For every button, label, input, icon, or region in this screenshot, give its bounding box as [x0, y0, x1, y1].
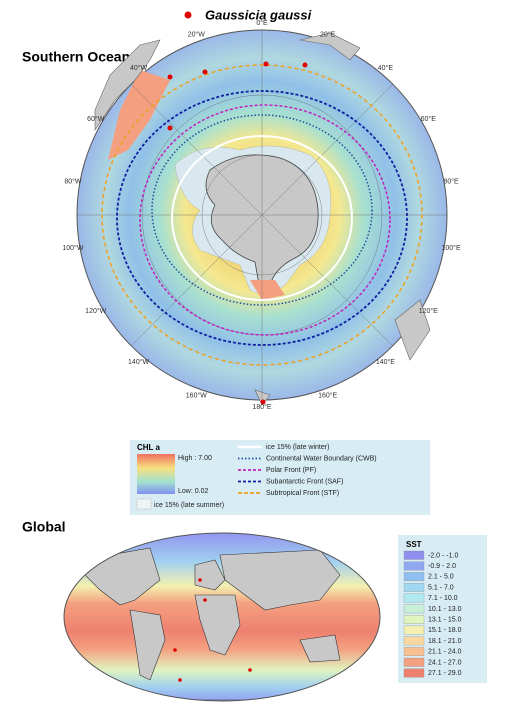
chl-low: Low: 0.02 [178, 488, 208, 495]
longitude-label: 80°W [64, 178, 82, 186]
sst-swatch [403, 625, 425, 635]
sst-label: 2.1 - 5.0 [428, 574, 454, 581]
longitude-label: 60°E [421, 115, 437, 123]
sst-swatch [403, 604, 425, 614]
chl-gradient [137, 454, 175, 494]
sst-label: 24.1 - 27.0 [428, 659, 462, 666]
chl-high: High : 7.00 [178, 455, 212, 462]
sst-swatch [403, 561, 425, 571]
sst-label: 21.1 - 24.0 [428, 649, 462, 656]
continents [69, 547, 371, 701]
chl-legend: CHL a High : 7.00 Low: 0.02 ice 15% (lat… [130, 440, 430, 515]
sst-swatch [403, 572, 425, 582]
sst-swatch [403, 582, 425, 592]
new-zealand [254, 389, 271, 406]
legend-label: Subtropical Front (STF) [266, 490, 339, 497]
longitude-label: 60°W [87, 115, 105, 123]
longitude-label: 20°W [188, 30, 206, 38]
longitude-label: 160°W [186, 391, 207, 399]
sst-legend: SST -2.0 - -1.0 -0.9 - 2.0 2.1 - 5.0 5.1 - … [398, 535, 487, 683]
longitude-label: 40°W [130, 64, 148, 72]
pf-line [139, 104, 391, 336]
sst-swatch [403, 593, 425, 603]
sst-swatch [403, 550, 425, 560]
south-america-shelf [108, 70, 170, 160]
sst-label: 27.1 - 29.0 [428, 670, 462, 677]
sst-label: 10.1 - 13.0 [428, 606, 462, 613]
sst-swatch [403, 615, 425, 624]
legend-label: ice 15% (late winter) [266, 444, 329, 451]
sst-label: 15.1 - 18.0 [428, 627, 462, 634]
polar-map [76, 29, 448, 406]
longitude-label: 120°E [419, 307, 438, 315]
longitude-label: 40°E [378, 64, 394, 72]
longitude-label: 100°E [442, 244, 461, 252]
longitude-label: 20°E [320, 30, 336, 38]
sst-swatch [403, 636, 425, 646]
sst-swatch [403, 657, 425, 667]
species-dot [184, 11, 192, 19]
sst-label: -0.9 - 2.0 [428, 563, 456, 570]
africa [299, 32, 361, 61]
legend-box [130, 440, 430, 515]
globe-outline [63, 532, 381, 702]
sst-label: -2.0 - -1.0 [428, 552, 458, 559]
longitude-label: 0°E [256, 19, 268, 27]
section-title: Southern Ocean [22, 49, 130, 65]
legend-label: Polar Front (PF) [266, 467, 316, 474]
global-map [63, 532, 381, 702]
legend-label: Subantarctic Front (SAF) [266, 478, 343, 485]
graticule [77, 30, 447, 400]
species-label: Gaussicia gaussi [205, 7, 312, 22]
legend-title: SST [406, 540, 422, 549]
longitude-label: 160°E [318, 391, 337, 399]
legend-title: CHL a [137, 443, 161, 452]
longitude-label: 140°E [376, 358, 395, 366]
sst-label: 13.1 - 15.0 [428, 617, 462, 624]
longitude-label: 180°E [252, 403, 271, 411]
longitude-labels: 0°E 20°E 40°E 60°E 80°E 100°E 120°E 140°E 160°E 1… [62, 19, 461, 411]
sst-swatch [403, 647, 425, 656]
sst-label: 18.1 - 21.0 [428, 638, 462, 645]
south-america [94, 39, 161, 131]
longitude-label: 100°W [62, 244, 83, 252]
ice-summer-label: ice 15% (late summer) [154, 502, 224, 509]
sst-label: 7.1 - 10.0 [428, 595, 458, 602]
australia [394, 299, 431, 361]
ice-swatch [136, 498, 152, 510]
saf-line [116, 90, 408, 346]
sst-label: 5.1 - 7.0 [428, 584, 454, 591]
ross-sea [250, 280, 285, 300]
legend-label: Continental Water Boundary (CWB) [266, 455, 377, 462]
cwb-line [151, 114, 373, 306]
longitude-label: 80°E [443, 178, 459, 186]
stf-line [101, 64, 423, 366]
sst-swatch [403, 668, 425, 678]
section-title: Global [22, 519, 66, 535]
winter-ice-line [171, 135, 353, 301]
longitude-label: 140°W [128, 358, 149, 366]
longitude-label: 120°W [85, 307, 106, 315]
occurrences [167, 61, 308, 405]
